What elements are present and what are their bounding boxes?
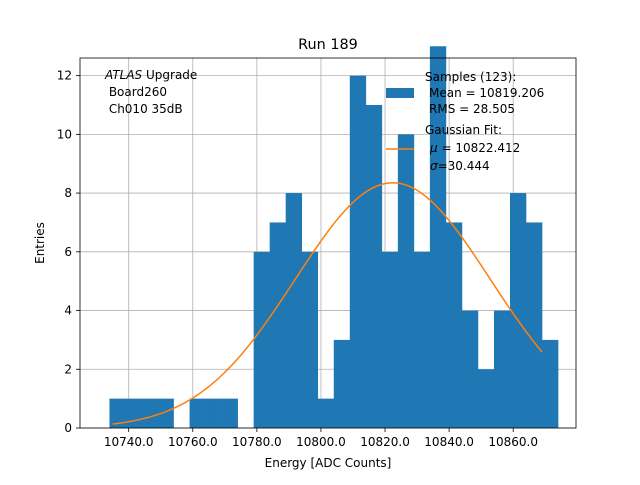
x-tick-label: 10780.0 [232, 435, 282, 449]
y-axis-ticks: 0 2 4 6 8 10 12 [57, 69, 80, 435]
x-tick-label: 10840.0 [424, 435, 474, 449]
legend-samples-title: Samples (123): [425, 70, 516, 84]
annotation-line1: Upgrade [142, 68, 197, 82]
gaussian-fit-curve [112, 182, 543, 425]
chart-title: Run 189 [298, 37, 358, 53]
histogram-bar [397, 134, 415, 428]
x-tick-label: 10860.0 [488, 435, 538, 449]
annotation-line2: Board260 [105, 85, 167, 99]
experiment-annotation: ATLAS Upgrade Board260 Ch010 35dB [104, 68, 197, 116]
histogram-bar [542, 339, 559, 428]
histogram-bar [157, 398, 174, 428]
x-tick-label: 10820.0 [360, 435, 410, 449]
histogram-bar [141, 398, 158, 428]
histogram-bar [285, 193, 303, 428]
x-tick-label: 10760.0 [168, 435, 218, 449]
x-tick-label: 10740.0 [104, 435, 154, 449]
histogram-bar [301, 251, 319, 428]
x-axis-label: Energy [ADC Counts] [265, 456, 392, 470]
histogram-bar [365, 104, 383, 428]
histogram-bar [477, 369, 495, 428]
histogram-bar [109, 398, 126, 428]
legend-samples-mean: Mean = 10819.206 [429, 86, 544, 100]
svg-text:ATLAS Upgrade: ATLAS Upgrade [104, 68, 197, 82]
svg-text:σ=30.444: σ=30.444 [430, 159, 490, 173]
histogram-bar [205, 398, 222, 428]
histogram-bar [317, 398, 335, 428]
legend-fit-mu-symbol: μ [429, 141, 438, 155]
y-tick-label: 6 [64, 245, 72, 259]
histogram-bar [333, 339, 351, 428]
histogram-bar [125, 398, 142, 428]
histogram-bar [253, 251, 270, 428]
y-tick-label: 12 [57, 69, 72, 83]
annotation-line3: Ch010 35dB [105, 102, 183, 116]
y-axis-label: Entries [33, 222, 47, 264]
legend: Samples (123): Mean = 10819.206 RMS = 28… [386, 70, 544, 173]
y-tick-label: 4 [64, 304, 72, 318]
legend-fit-sigma-symbol: σ [430, 159, 438, 173]
histogram-bar [381, 251, 399, 428]
histogram-bar [429, 46, 447, 428]
x-axis-ticks: 10740.0 10760.0 10780.0 10800.0 10820.0 10840… [104, 428, 538, 449]
experiment-name: ATLAS [104, 68, 143, 82]
histogram-bar [269, 222, 287, 428]
histogram-bar [461, 310, 479, 428]
y-tick-label: 0 [64, 421, 72, 435]
legend-samples-rms: RMS = 28.505 [429, 102, 515, 116]
svg-text:μ = 10822.412: μ = 10822.412 [429, 141, 520, 155]
histogram-bar [509, 193, 527, 428]
y-tick-label: 8 [64, 186, 72, 200]
histogram-bar [445, 222, 463, 428]
histogram-bar [526, 222, 543, 428]
legend-fit-title: Gaussian Fit: [425, 123, 502, 137]
histogram-bars [109, 46, 559, 428]
histogram-bar [349, 75, 367, 428]
histogram-bar [493, 310, 511, 428]
legend-fit-mu: = 10822.412 [438, 141, 521, 155]
legend-fit-sigma: =30.444 [438, 159, 490, 173]
x-tick-label: 10800.0 [296, 435, 346, 449]
legend-samples-swatch [386, 88, 414, 98]
histogram-bar [413, 251, 431, 428]
y-tick-label: 10 [57, 127, 72, 141]
histogram-bar [189, 398, 206, 428]
histogram-bar [221, 398, 238, 428]
y-tick-label: 2 [64, 362, 72, 376]
plot-frame [79, 57, 577, 429]
